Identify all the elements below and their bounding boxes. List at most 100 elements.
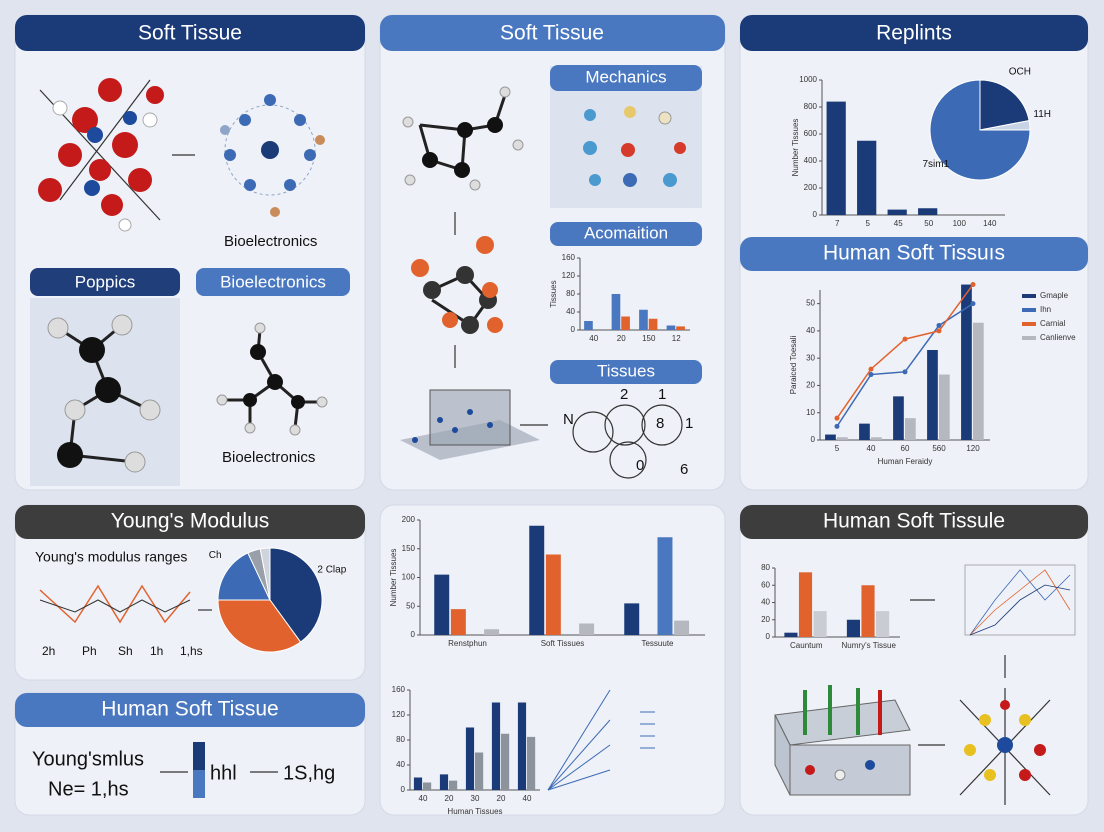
y-tick-label: 40 bbox=[566, 307, 575, 316]
panel bbox=[379, 504, 726, 816]
panel-title: Soft Tissue bbox=[500, 22, 604, 45]
x-tick-label: 120 bbox=[966, 444, 980, 453]
tab-label: Bioelectronics bbox=[220, 272, 326, 291]
x-axis-label: Human Tissues bbox=[447, 807, 502, 816]
bar bbox=[413, 777, 423, 790]
molecule bbox=[402, 86, 524, 191]
y-tick-label: 600 bbox=[804, 129, 818, 138]
point bbox=[902, 336, 908, 342]
bar bbox=[813, 611, 827, 637]
bar bbox=[624, 603, 640, 635]
panel-title: Human Soft Tissuıs bbox=[823, 242, 1005, 265]
bar bbox=[861, 585, 875, 637]
x-tick-label: 60 bbox=[901, 444, 910, 453]
y-tick-label: 160 bbox=[392, 685, 406, 694]
x-tick-label: 40 bbox=[867, 444, 876, 453]
label: Bioelectronics bbox=[224, 233, 317, 250]
x-tick-label: 40 bbox=[523, 794, 532, 803]
y-axis-label: Tissues bbox=[549, 280, 558, 307]
x-tick-label: 5 bbox=[866, 219, 871, 228]
y-tick-label: 10 bbox=[806, 408, 815, 417]
symbol: 6 bbox=[680, 461, 688, 478]
pie-label: 11H bbox=[1033, 109, 1051, 120]
x-tick-label: 5 bbox=[835, 444, 840, 453]
gel-box bbox=[774, 685, 911, 796]
pie-label: 7sim1 bbox=[922, 159, 949, 170]
y-tick-label: 50 bbox=[406, 601, 415, 610]
bar bbox=[939, 374, 950, 440]
ring-diagram bbox=[572, 404, 683, 479]
y-tick-label: 400 bbox=[804, 156, 818, 165]
bar bbox=[423, 782, 432, 790]
pie-slice bbox=[217, 599, 302, 653]
x-tick-label: Renstphun bbox=[448, 639, 487, 648]
bar bbox=[961, 284, 972, 440]
bar bbox=[887, 209, 907, 215]
point bbox=[834, 415, 840, 421]
y-tick-label: 40 bbox=[806, 326, 815, 335]
y-tick-label: 0 bbox=[766, 632, 771, 641]
panel-title: Human Soft Tissue bbox=[101, 698, 278, 721]
y-tick-label: 1000 bbox=[799, 75, 817, 84]
bar bbox=[826, 101, 846, 215]
tab-label: Acomaition bbox=[584, 223, 668, 242]
bar bbox=[657, 537, 673, 635]
bar bbox=[529, 525, 545, 635]
mechanics-icons bbox=[583, 106, 686, 187]
y-tick-label: 0 bbox=[401, 785, 406, 794]
bar bbox=[674, 620, 690, 635]
molecule bbox=[959, 688, 1051, 805]
bar bbox=[611, 294, 621, 330]
legend-swatch bbox=[1022, 294, 1036, 298]
y-tick-label: 20 bbox=[806, 381, 815, 390]
label: 2h bbox=[42, 644, 55, 658]
label: Sh bbox=[118, 644, 133, 658]
point bbox=[902, 369, 908, 375]
bar bbox=[859, 423, 870, 440]
x-tick-label: 7 bbox=[835, 219, 840, 228]
title-bar bbox=[740, 505, 1088, 539]
y-tick-label: 0 bbox=[813, 210, 818, 219]
y-tick-label: 100 bbox=[402, 573, 416, 582]
y-tick-label: 60 bbox=[761, 580, 770, 589]
x-tick-label: Cauntum bbox=[790, 641, 823, 650]
network bbox=[964, 564, 1076, 636]
label: Bioelectronics bbox=[222, 449, 315, 466]
x-tick-label: 40 bbox=[419, 794, 428, 803]
pie-label: 2 Clap bbox=[317, 565, 346, 576]
point bbox=[936, 322, 942, 328]
device bbox=[400, 389, 540, 460]
bar bbox=[676, 326, 685, 330]
y-tick-label: 50 bbox=[806, 299, 815, 308]
bar bbox=[918, 208, 938, 215]
bar bbox=[545, 554, 561, 635]
x-tick-label: 30 bbox=[471, 794, 480, 803]
bar bbox=[450, 609, 466, 635]
pie-slice bbox=[979, 79, 1030, 131]
y-tick-label: 200 bbox=[804, 183, 818, 192]
trend-lines bbox=[547, 689, 655, 791]
x-axis-label: Human Feraidy bbox=[878, 457, 933, 466]
bar bbox=[893, 396, 904, 440]
x-tick-label: 560 bbox=[932, 444, 946, 453]
tab bbox=[550, 65, 702, 91]
bar bbox=[666, 325, 676, 330]
y-tick-label: 40 bbox=[396, 760, 405, 769]
pie-slice bbox=[217, 552, 271, 601]
bar-icon bbox=[193, 770, 205, 798]
legend-label: Ihn bbox=[1040, 305, 1051, 314]
title-bar bbox=[740, 15, 1088, 51]
y-axis-label: Number Tissues bbox=[389, 549, 398, 607]
y-tick-label: 120 bbox=[562, 271, 576, 280]
label: Ne= 1,hs bbox=[48, 778, 129, 800]
title-bar bbox=[15, 693, 365, 727]
legend-label: Carnial bbox=[1040, 319, 1066, 328]
y-tick-label: 20 bbox=[761, 615, 770, 624]
y-tick-label: 120 bbox=[392, 710, 406, 719]
label: Young's modulus ranges bbox=[35, 549, 187, 565]
pie-slice bbox=[259, 547, 271, 601]
y-tick-label: 80 bbox=[761, 563, 770, 572]
bar bbox=[648, 318, 658, 330]
legend-label: Canlienve bbox=[1040, 333, 1076, 342]
molecule bbox=[47, 314, 161, 473]
